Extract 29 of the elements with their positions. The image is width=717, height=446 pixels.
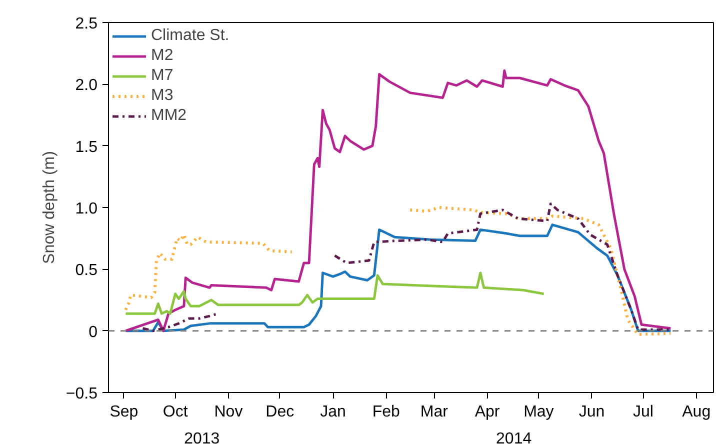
- x-tick-label: Mar: [420, 404, 449, 420]
- x-tick-label: Sep: [110, 404, 138, 420]
- y-axis-title: Snow depth (m): [40, 151, 58, 264]
- x-tick-label: Jun: [578, 404, 605, 420]
- x-tick-label: Oct: [162, 404, 188, 420]
- y-tick-label: 0.5: [75, 262, 98, 280]
- legend-label: M2: [151, 47, 174, 65]
- text: 2013: [184, 430, 220, 446]
- y-tick-label: −0.5: [66, 386, 98, 402]
- legend-label: Climate St.: [151, 27, 230, 45]
- x-tick-label: Jul: [633, 404, 654, 420]
- y-tick-label: 1.0: [75, 200, 98, 218]
- line-series: [124, 272, 546, 315]
- y-tick-label: 2.0: [75, 77, 98, 94]
- x-tick-label: Feb: [372, 404, 400, 420]
- x-tick-label: Apr: [474, 404, 500, 420]
- x-tick-label: Jan: [320, 404, 346, 420]
- legend-label: M3: [151, 87, 174, 105]
- x-tick-label: Nov: [214, 404, 243, 420]
- x-tick-label: May: [524, 404, 554, 420]
- y-tick-label: 2.5: [75, 16, 98, 32]
- line-series: [124, 69, 672, 332]
- text: 2014: [496, 430, 532, 446]
- legend-label: M7: [151, 67, 174, 85]
- legend-label: MM2: [151, 107, 187, 125]
- x-tick-label: Dec: [266, 404, 294, 420]
- y-tick-label: 1.5: [75, 138, 98, 156]
- x-tick-label: Aug: [682, 404, 711, 420]
- y-tick-label: 0: [88, 324, 98, 341]
